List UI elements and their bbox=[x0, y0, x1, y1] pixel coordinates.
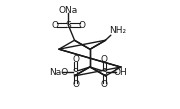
Text: ONa: ONa bbox=[59, 6, 78, 15]
Text: NaO: NaO bbox=[49, 68, 68, 77]
Text: OH: OH bbox=[113, 68, 127, 77]
Text: O: O bbox=[101, 80, 108, 89]
Text: O: O bbox=[51, 20, 58, 30]
Text: NH₂: NH₂ bbox=[109, 26, 127, 35]
Text: O: O bbox=[78, 20, 86, 30]
Text: O: O bbox=[101, 55, 108, 64]
Text: O: O bbox=[72, 55, 79, 64]
Text: O: O bbox=[72, 80, 79, 89]
Text: S: S bbox=[73, 68, 79, 77]
Text: S: S bbox=[65, 20, 71, 30]
Text: S: S bbox=[101, 68, 107, 77]
